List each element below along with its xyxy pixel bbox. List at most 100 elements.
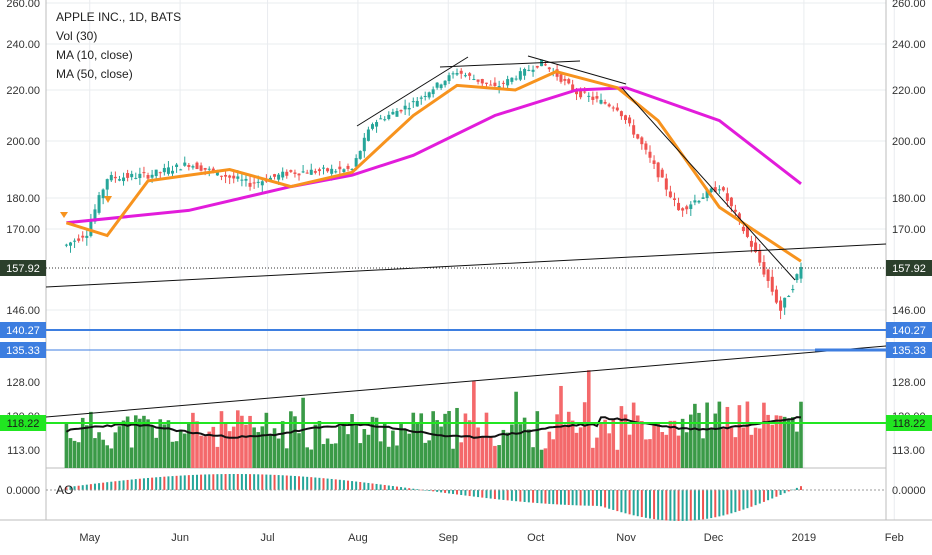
volume-bar [705,402,709,468]
candle-body [142,172,146,174]
legend-ma50[interactable]: MA (50, close) [56,67,133,81]
candle-body [480,78,484,84]
volume-bar [451,448,455,468]
ao-bar [261,474,264,490]
candle-body [737,213,741,220]
candle-body [305,172,309,174]
legend-ma10[interactable]: MA (10, close) [56,48,133,62]
ao-bar [212,474,215,490]
candle-body [758,250,762,263]
sep-top-trendline[interactable] [439,60,581,68]
candle-body [415,100,419,107]
volume-bar [570,420,575,468]
legend-volume[interactable]: Vol (30) [56,29,97,43]
ao-bar [334,479,337,490]
ao-bar [493,490,496,500]
legend: APPLE INC., 1D, BATS Vol (30) MA (10, cl… [56,10,181,497]
ao-bar [379,484,382,490]
candle-body [219,175,223,177]
ao-bar [167,476,170,490]
ao-bar [134,479,137,490]
candle-body [791,288,795,291]
legend-symbol[interactable]: APPLE INC., 1D, BATS [56,10,181,24]
candle-body [207,168,211,170]
volume-bar [488,437,493,468]
volume-trendline[interactable] [45,345,887,418]
candle-body [527,69,531,71]
ao-bar [742,490,745,510]
candle-body [309,169,313,175]
ao-bar [69,486,72,490]
volume-bar [403,429,407,468]
ao-bar [85,484,88,490]
candle-body [370,124,374,129]
ao-bar [171,476,174,490]
volume-bar [721,428,726,468]
ao-bar [330,478,333,490]
ao-bar [661,490,664,521]
ao-bar [738,490,741,511]
ao-bar [787,490,790,492]
candle-body [130,173,134,178]
volume-bar [435,420,439,468]
ao-bar [527,490,530,503]
candle-body [236,176,240,179]
volume-bar [697,412,701,468]
price-tick-label: 200.00 [6,136,40,148]
ao-bar [375,483,378,490]
ao-bar [106,482,109,490]
volume-bar [543,448,548,468]
volume-bar [268,435,273,468]
volume-bar [166,420,171,468]
candle-body [697,200,701,203]
candle-body [158,172,162,174]
ao-bar [595,490,598,506]
volume-tick-label: 128.00 [6,377,40,389]
volume-bar [317,420,322,468]
ao-bar [359,482,362,490]
ao-bar [616,490,619,512]
candle-body [122,177,126,182]
price-tick-label: 260.00 [6,0,40,10]
volume-bar [68,438,73,468]
candle-body [97,195,101,213]
ao-bar [342,480,345,490]
volume-bar [578,427,583,468]
oct-trendline[interactable] [527,55,627,85]
downtrend-line[interactable] [621,87,796,281]
ao-bar [730,490,733,514]
aug-trendline[interactable] [356,56,469,127]
legend-ao[interactable]: AO [56,483,73,497]
volume-bar [248,415,252,468]
ao-bar [448,490,451,494]
volume-bar [745,401,750,468]
candle-body [330,168,334,174]
candle-body [689,204,693,209]
volume-bar [518,424,523,468]
ao-bar [220,474,223,490]
ao-bar [383,484,386,490]
volume-bar [582,402,587,468]
candle-body [73,240,77,242]
candle-body [203,167,207,170]
ao-bar [318,477,321,490]
candle-body [260,181,264,186]
candle-body [459,70,463,74]
ao-bar [575,490,578,506]
volume-bar [480,437,485,468]
ao-bar [689,490,692,521]
long-trendline[interactable] [45,243,887,288]
price-tick-label: 220.00 [892,85,926,97]
ao-bar [289,475,292,490]
ao-bar [65,487,68,490]
volume-bar [431,411,435,468]
current-price-text-left: 157.92 [6,263,40,275]
volume-tick-label: 113.00 [892,445,925,457]
hline-140-text-left: 140.27 [6,325,40,337]
marker-triangle [104,196,112,203]
volume-bar [195,421,199,468]
ao-bar [710,490,713,519]
candle-body [362,137,366,152]
